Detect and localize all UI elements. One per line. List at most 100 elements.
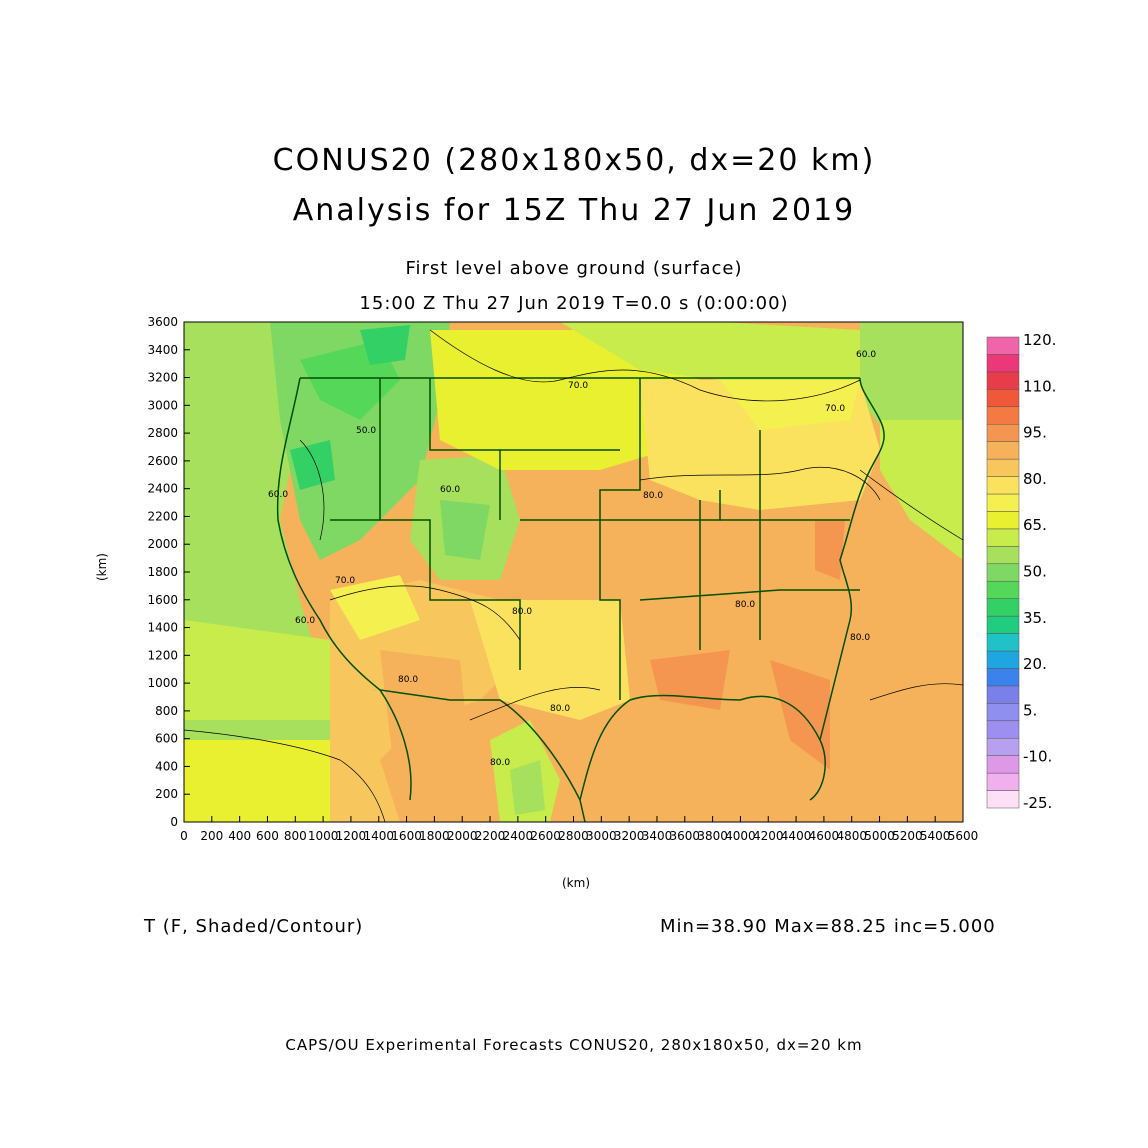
colorbar-label: 5. [1023,701,1037,719]
colorbar-label: 35. [1023,609,1047,627]
colorbar-swatch [986,685,1020,704]
colorbar-swatch [986,650,1020,669]
x-tick-label: 3000 [586,829,617,843]
chart-title-line1: CONUS20 (280x180x50, dx=20 km) [272,143,876,178]
colorbar-swatch [986,458,1020,477]
y-tick-label: 2400 [147,482,178,496]
x-tick-label: 0 [180,829,188,843]
variable-label: T (F, Shaded/Contour) [144,916,364,937]
x-tick-label: 600 [256,829,279,843]
y-tick-label: 1600 [147,593,178,607]
colorbar-swatch [986,668,1020,687]
x-tick-label: 2200 [475,829,506,843]
x-tick-label: 4000 [725,829,756,843]
x-tick-label: 4600 [809,829,840,843]
colorbar-swatch [986,737,1020,756]
x-axis-ticks: 0 200 400 600 800 100012001400160018002000220… [180,816,978,843]
x-tick-label: 3200 [614,829,645,843]
x-tick-label: 5600 [948,829,979,843]
colorbar-swatch [986,563,1020,582]
y-tick-label: 400 [155,759,178,773]
colorbar-label: 80. [1023,470,1047,488]
y-tick-label: 0 [170,815,178,829]
colorbar-swatch [986,423,1020,442]
x-tick-label: 1400 [363,829,394,843]
y-tick-label: 2000 [147,537,178,551]
x-tick-label: 400 [228,829,251,843]
x-tick-label: 3800 [697,829,728,843]
colorbar-label: 50. [1023,563,1047,581]
y-tick-label: 1400 [147,621,178,635]
field-stats: Min=38.90 Max=88.25 inc=5.000 [660,916,996,937]
colorbar-label: -10. [1023,748,1052,766]
colorbar-swatch [986,615,1020,634]
contour-lines [184,329,963,822]
x-tick-label: 1800 [419,829,450,843]
x-tick-label: 2400 [503,829,534,843]
x-tick-label: 1000 [308,829,339,843]
colorbar-label: 120. [1023,331,1056,349]
colorbar-swatch [986,371,1020,390]
x-tick-label: 1600 [391,829,422,843]
colorbar-swatch [986,354,1020,373]
y-tick-label: 200 [155,787,178,801]
y-axis-ticks: 0 200 400 600 800 1000 1200 1400 1600 1800 2000 220… [147,315,190,829]
colorbar-swatch [986,406,1020,425]
x-tick-label: 2800 [558,829,589,843]
colorbar-swatch [986,511,1020,530]
contour-label: 60.0 [268,490,288,500]
y-tick-label: 3600 [147,315,178,329]
x-tick-label: 2600 [530,829,561,843]
y-tick-label: 2200 [147,509,178,523]
colorbar-swatch [986,441,1020,460]
colorbar-swatch [986,703,1020,722]
contour-label: 70.0 [825,404,845,414]
time-subtitle: 15:00 Z Thu 27 Jun 2019 T=0.0 s (0:00:00… [359,293,789,314]
colorbar-swatch [986,772,1020,791]
x-tick-label: 4800 [836,829,867,843]
y-tick-label: 600 [155,732,178,746]
colorbar-label: -25. [1023,794,1052,812]
colorbar-swatch [986,598,1020,617]
x-tick-label: 200 [200,829,223,843]
colorbar-swatch [986,755,1020,774]
contour-label: 80.0 [550,704,570,714]
colorbar-label: 95. [1023,424,1047,442]
contour-label: 70.0 [568,381,588,391]
colorbar-swatch [986,790,1020,809]
colorbar-swatch [986,720,1020,739]
colorbar-swatch [986,528,1020,547]
y-tick-label: 3200 [147,371,178,385]
y-tick-label: 1800 [147,565,178,579]
x-tick-label: 800 [284,829,307,843]
y-tick-label: 800 [155,704,178,718]
y-tick-label: 3000 [147,398,178,412]
x-tick-label: 5400 [920,829,951,843]
contour-label: 80.0 [398,675,418,685]
y-tick-label: 3400 [147,343,178,357]
x-axis-label: (km) [562,876,591,890]
x-tick-label: 3600 [670,829,701,843]
contour-label: 60.0 [440,485,460,495]
level-subtitle: First level above ground (surface) [405,258,743,279]
x-tick-label: 4200 [753,829,784,843]
colorbar-swatch [986,493,1020,512]
colorbar-swatch [986,389,1020,408]
y-tick-label: 2800 [147,426,178,440]
y-tick-label: 2600 [147,454,178,468]
colorbar-label: 65. [1023,516,1047,534]
x-tick-label: 1200 [336,829,367,843]
colorbar-swatch [986,633,1020,652]
colorbar-label: 110. [1023,377,1056,395]
contour-label: 80.0 [512,607,532,617]
chart-title-line2: Analysis for 15Z Thu 27 Jun 2019 [292,193,856,228]
contour-label: 70.0 [335,576,355,586]
x-tick-label: 2000 [447,829,478,843]
contour-label: 60.0 [856,350,876,360]
contour-label: 80.0 [643,491,663,501]
contour-label: 60.0 [295,616,315,626]
colorbar-swatch [986,476,1020,495]
x-tick-label: 5200 [892,829,923,843]
contour-label: 50.0 [356,426,376,436]
